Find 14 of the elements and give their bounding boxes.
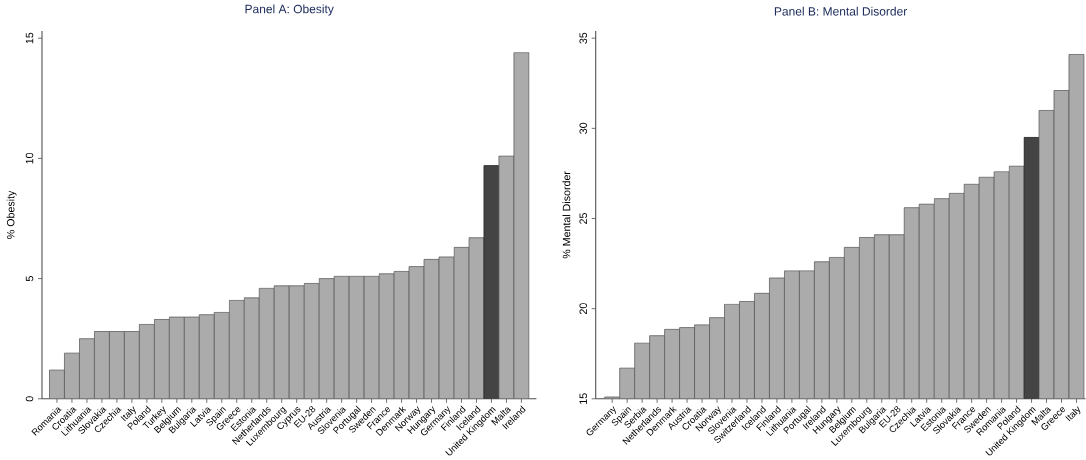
y-tick-label: 25 bbox=[579, 213, 587, 224]
x-tick-label: Italy bbox=[1065, 406, 1081, 422]
y-tick-label: 20 bbox=[579, 303, 587, 315]
chart-title: Panel A: Obesity bbox=[245, 4, 334, 16]
y-tick-label: 30 bbox=[579, 122, 587, 134]
y-tick-label: 10 bbox=[25, 152, 34, 164]
y-tick-label: 0 bbox=[25, 396, 34, 402]
y-tick-label: 15 bbox=[25, 32, 34, 44]
y-axis-title: % Mental Disorder bbox=[562, 171, 571, 259]
y-tick-label: 5 bbox=[25, 276, 34, 282]
chart-title: Panel B: Mental Disorder bbox=[774, 6, 908, 16]
y-axis-title: % Obesity bbox=[6, 190, 17, 239]
y-tick-label: 15 bbox=[579, 393, 587, 404]
y-tick-label: 35 bbox=[579, 32, 587, 44]
